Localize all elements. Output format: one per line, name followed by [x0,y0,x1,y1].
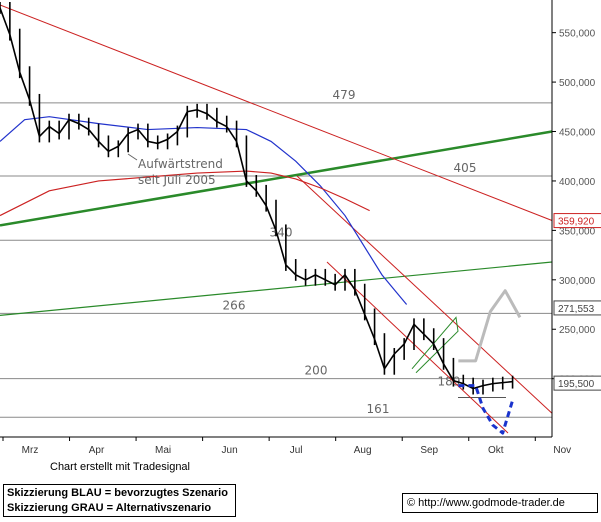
price-flag-label: 359,920 [558,217,595,228]
x-tick-label-mai: Mai [155,445,171,456]
scenario-blue-path [458,384,515,435]
uptrend-line-minor [0,261,553,316]
scenario-legend: Skizzierung BLAU = bevorzugtes Szenario … [3,484,236,517]
x-tick-label-okt: Okt [488,445,504,456]
x-tick-label-sep: Sep [420,445,438,456]
price-flag-box [553,300,601,316]
x-tick-label-aug: Aug [354,445,372,456]
x-tick-label-jun: Jun [222,445,238,456]
level-label-161: 161 [367,402,390,416]
channel-lower-line [326,261,509,434]
moving-average-1 [0,116,408,305]
x-tick-label-mrz: Mrz [22,445,39,456]
y-tick-label: 550,000 [559,29,596,40]
annotation-since: seit Juli 2005 [138,173,216,187]
scenario-gray-path [458,289,522,363]
price-flag-box [553,213,601,229]
x-tick-label-nov: Nov [553,445,571,456]
y-tick-label: 350,000 [559,226,596,237]
level-label-479: 479 [333,88,356,102]
y-tick-label: 450,000 [559,128,596,139]
x-tick-label-apr: Apr [89,445,105,456]
level-label-340: 340 [270,225,293,239]
price-flag-label: 271,553 [558,304,595,315]
price-flag-box [553,375,601,391]
annotation-pointer [127,153,138,161]
downtrend-resistance-line [0,4,553,221]
level-label-405: 405 [454,161,477,175]
level-label-189: 189 [438,375,461,389]
x-tick-label-jul: Jul [290,445,303,456]
y-tick-label: 300,000 [559,276,596,287]
chart-credit: Chart erstellt mit Tradesignal [50,461,190,473]
legend-gray-text: Skizzierung GRAU = Alternativszenario [7,502,212,514]
copyright-link[interactable]: © http://www.godmode-trader.de [402,493,598,513]
y-tick-label: 250,000 [559,325,596,336]
price-flag-label: 195,500 [558,379,595,390]
y-tick-label: 500,000 [559,78,596,89]
level-label-200: 200 [305,364,328,378]
channel-upper-line [296,175,553,414]
price-series-line [0,7,513,390]
uptrend-line-major [0,130,553,227]
y-tick-label: 400,000 [559,177,596,188]
level-label-266: 266 [223,298,246,312]
annotation-uptrend: Aufwärtstrend [138,157,223,171]
legend-blue-text: Skizzierung BLAU = bevorzugtes Szenario [7,487,228,499]
